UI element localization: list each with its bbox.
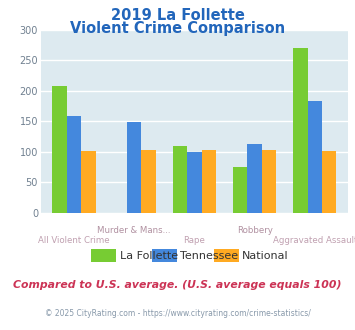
Bar	[187, 152, 202, 213]
Text: © 2025 CityRating.com - https://www.cityrating.com/crime-statistics/: © 2025 CityRating.com - https://www.city…	[45, 309, 310, 318]
Bar	[173, 146, 187, 213]
Bar	[202, 150, 216, 213]
Text: National: National	[242, 251, 289, 261]
Bar	[141, 150, 156, 213]
Bar	[293, 48, 307, 213]
Text: Rape: Rape	[184, 236, 205, 245]
Bar	[67, 116, 81, 213]
Bar	[233, 167, 247, 213]
Bar	[81, 150, 95, 213]
Bar	[322, 150, 337, 213]
Text: Murder & Mans...: Murder & Mans...	[97, 226, 171, 235]
Text: La Follette: La Follette	[120, 251, 178, 261]
Bar	[307, 101, 322, 213]
Text: Tennessee: Tennessee	[180, 251, 238, 261]
Bar	[127, 122, 141, 213]
Text: Compared to U.S. average. (U.S. average equals 100): Compared to U.S. average. (U.S. average …	[13, 280, 342, 290]
Text: 2019 La Follette: 2019 La Follette	[110, 8, 245, 23]
Text: All Violent Crime: All Violent Crime	[38, 236, 110, 245]
Text: Aggravated Assault: Aggravated Assault	[273, 236, 355, 245]
Bar	[262, 150, 276, 213]
Text: Robbery: Robbery	[237, 226, 273, 235]
Bar	[247, 145, 262, 213]
Text: Violent Crime Comparison: Violent Crime Comparison	[70, 21, 285, 36]
Bar	[52, 86, 67, 213]
